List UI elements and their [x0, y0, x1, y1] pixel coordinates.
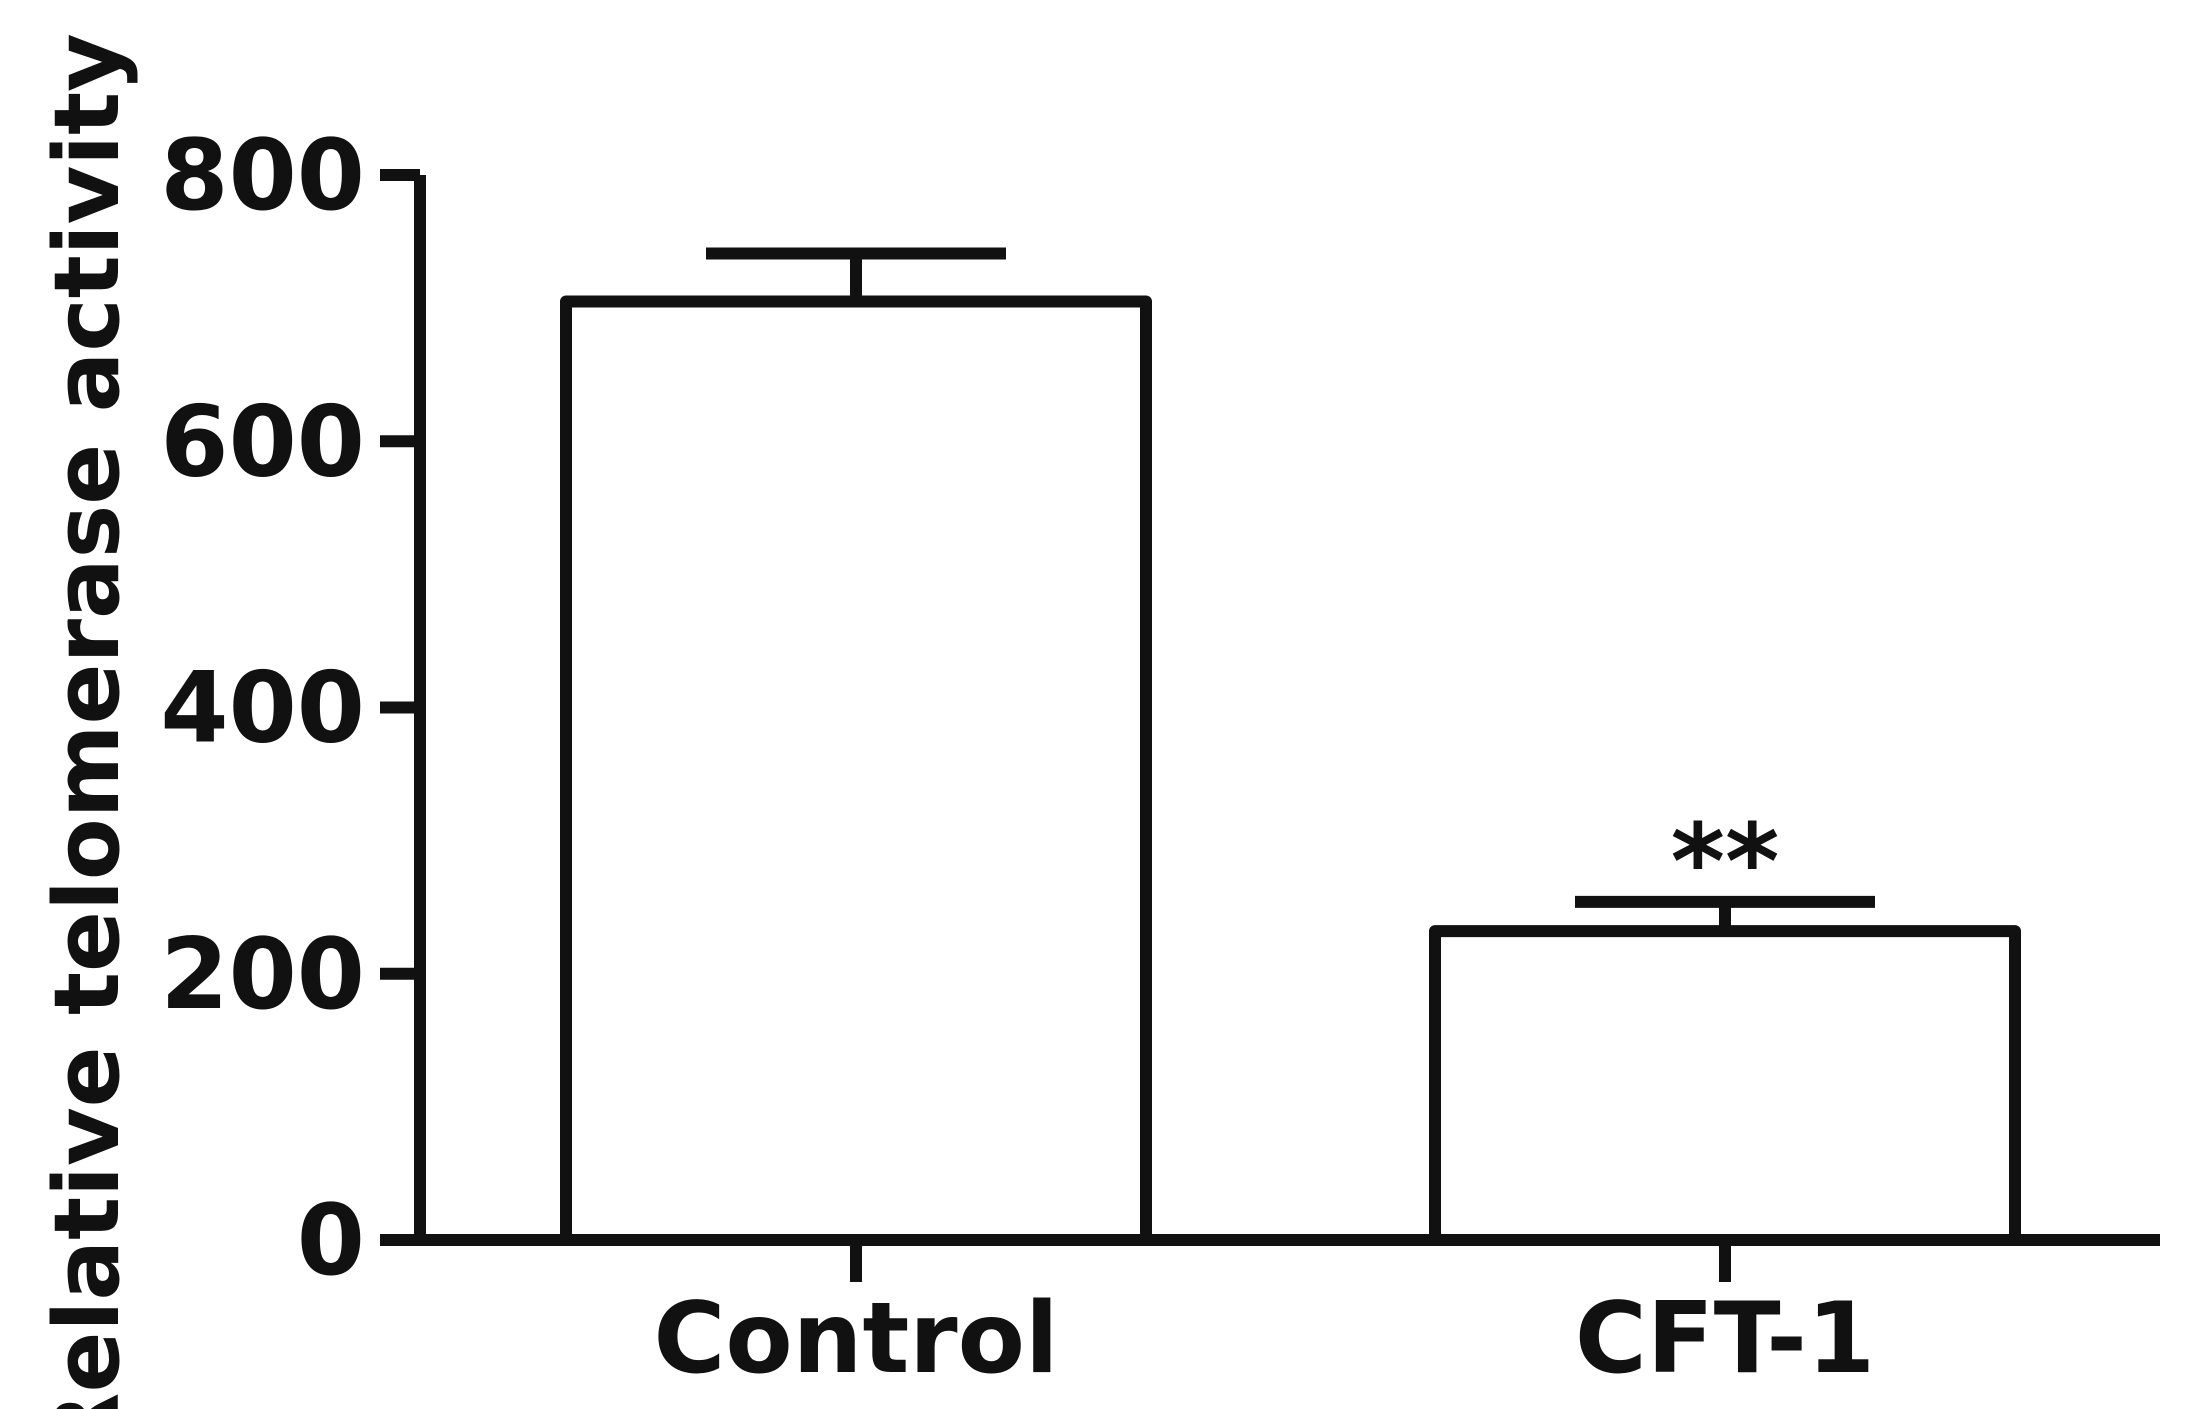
y-axis-title: Relative telomerase activity — [35, 33, 140, 1409]
y-tick-label: 200 — [160, 918, 365, 1032]
bar-cft-1 — [1429, 925, 2021, 1247]
y-tick-label: 0 — [297, 1184, 365, 1298]
y-tick-label: 800 — [160, 119, 365, 233]
significance-marker: ** — [1671, 801, 1780, 923]
bar-control — [560, 295, 1152, 1246]
x-axis-ticks: Control CFT-1 — [653, 1240, 1875, 1396]
y-tick-label: 600 — [160, 385, 365, 499]
x-category-label: CFT-1 — [1575, 1282, 1875, 1396]
x-category-label: Control — [653, 1282, 1058, 1396]
significance-annotations: ** — [1671, 801, 1780, 923]
error-bars — [706, 247, 1875, 932]
y-axis-ticks: 0 200 400 600 800 — [160, 119, 420, 1298]
bars — [560, 295, 2021, 1247]
y-tick-label: 400 — [160, 652, 365, 766]
